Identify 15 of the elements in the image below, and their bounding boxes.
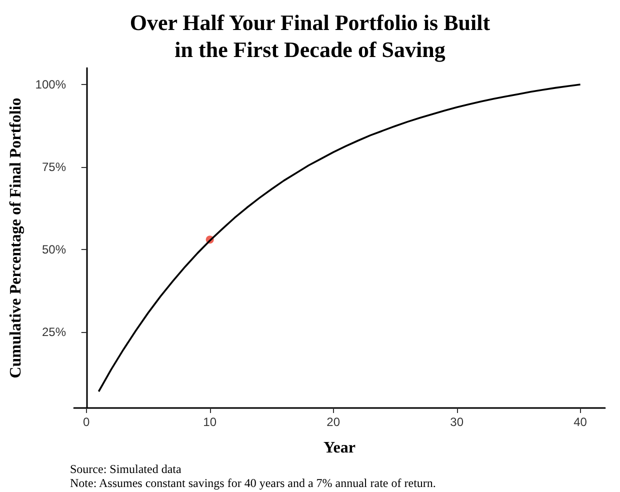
y-tick-label: 100%	[35, 78, 66, 92]
y-tick-label: 50%	[42, 242, 66, 257]
chart-title: Over Half Your Final Portfolio is Built in the First Decade of Saving	[130, 10, 491, 62]
text: Note: Assumes constant savings for 40 years and a 7% annual rate of return.	[70, 476, 436, 490]
x-axis-title: Year	[324, 440, 356, 456]
x-tick-label: 40	[574, 415, 588, 429]
x-tick-label: 0	[83, 415, 90, 429]
x-tick-label: 10	[203, 415, 217, 429]
x-tick-label: 20	[326, 415, 340, 429]
y-axis-title: Cumulative Percentage of Final Portfolio	[8, 98, 24, 378]
x-tick-label: 30	[450, 415, 464, 429]
y-tick-label: 25%	[42, 325, 66, 340]
y-tick-label: 75%	[42, 160, 66, 174]
source-note: Source: Simulated data	[70, 462, 182, 476]
line-series	[98, 84, 582, 392]
